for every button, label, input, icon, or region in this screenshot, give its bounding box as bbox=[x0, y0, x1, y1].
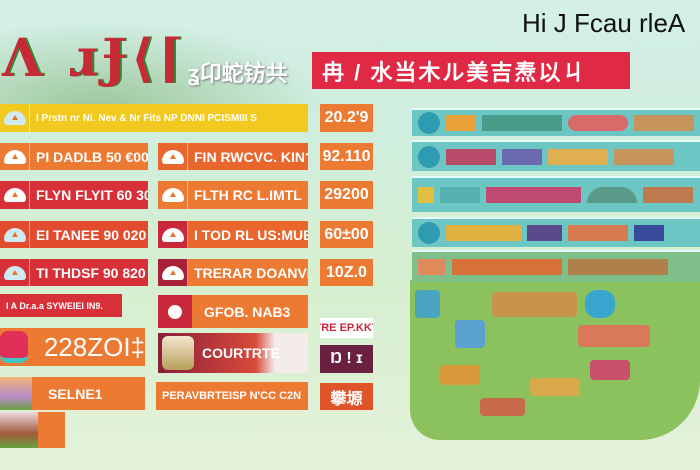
map-landmark bbox=[492, 292, 577, 317]
mountain-backdrop bbox=[0, 20, 330, 110]
map-landmark bbox=[590, 360, 630, 380]
lantern-icon bbox=[0, 331, 28, 363]
row-label: EI TANEE 90 020 bbox=[36, 226, 147, 243]
building-icon bbox=[527, 225, 562, 241]
info-row-4-middle: I TOD RL US:MUEL bbox=[158, 221, 308, 248]
roller-coaster-icon bbox=[568, 115, 628, 131]
row-label: PI DADLB 50 €00 bbox=[36, 148, 148, 165]
map-strip-4 bbox=[412, 217, 700, 247]
village-card bbox=[0, 412, 65, 448]
blossom-image bbox=[0, 377, 32, 410]
building-icon bbox=[486, 187, 581, 203]
stylized-title: Λ ɹɈ⟨⌈ bbox=[2, 28, 188, 89]
red-banner: 冉 / 水当木ル美吉焘以ㄐ bbox=[312, 52, 630, 89]
info-card-gfob: GFOB. NAB3 bbox=[158, 295, 308, 328]
building-icon bbox=[548, 148, 608, 165]
building-icon bbox=[568, 225, 628, 241]
map-strip-5 bbox=[412, 250, 700, 282]
info-row-3-left: FLYN FLYIT 60 300 bbox=[0, 181, 148, 209]
building-icon bbox=[568, 259, 668, 275]
dome-icon bbox=[158, 181, 188, 209]
red-strip: I A Dr.a.a SYWEIEI IN9. bbox=[0, 294, 122, 317]
globe-icon bbox=[418, 145, 440, 168]
temple-image bbox=[162, 336, 194, 370]
pagoda-icon bbox=[634, 225, 664, 241]
card-label: SELNE1 bbox=[48, 385, 103, 402]
map-strip-2 bbox=[412, 140, 700, 171]
dome-icon bbox=[0, 143, 30, 170]
globe-icon bbox=[418, 112, 440, 134]
building-icon bbox=[502, 148, 542, 165]
big-number: 228ZOI‡ bbox=[43, 331, 145, 362]
info-row-5-middle: TRERAR DOANVN bbox=[158, 259, 308, 286]
row-value: Ŋ ! ɪ bbox=[320, 345, 373, 373]
mountain-icon bbox=[0, 259, 30, 286]
row-label: TRERAR DOANVN bbox=[194, 264, 308, 281]
row-value: 29200 bbox=[320, 181, 373, 209]
row-value: 20.2'9 bbox=[320, 104, 373, 132]
row-value: 攀塬 bbox=[320, 383, 373, 410]
brand-text: Hi J Fcau rleA bbox=[522, 8, 686, 38]
row-label: TI THDSF 90 820 bbox=[36, 264, 146, 281]
row-value: 10Z.0 bbox=[320, 259, 373, 286]
card-label: COURTRTE bbox=[202, 345, 280, 361]
row-value: 92.110 bbox=[320, 143, 373, 170]
mountain-icon bbox=[0, 104, 30, 132]
ship-icon bbox=[418, 259, 446, 275]
globe-icon bbox=[418, 222, 440, 244]
building-icon bbox=[446, 148, 496, 165]
map-landmark bbox=[530, 378, 580, 396]
map-landmark bbox=[415, 290, 440, 318]
village-image bbox=[0, 412, 38, 448]
map-landmark bbox=[440, 365, 480, 385]
map-lake bbox=[585, 290, 615, 318]
bridge-icon bbox=[440, 187, 480, 203]
info-card-courtrte: COURTRTE bbox=[158, 333, 308, 373]
row-value: TRE EP.KKT bbox=[320, 318, 373, 338]
pagoda-icon bbox=[446, 115, 476, 131]
building-icon bbox=[482, 115, 562, 131]
info-card-selne: SELNE1 bbox=[0, 377, 145, 410]
map-strip-1 bbox=[412, 108, 700, 136]
dome-icon bbox=[158, 221, 188, 248]
subtitle: ʓ卬蛇钫共 bbox=[188, 61, 288, 86]
tower-icon bbox=[418, 187, 434, 203]
circle-icon bbox=[158, 295, 192, 328]
info-row-5-left: TI THDSF 90 820 bbox=[0, 259, 148, 286]
dome-building-icon bbox=[587, 187, 637, 203]
row-label: I Prstn nr Ni. Nev & Nr Fits NP DNNI PCI… bbox=[36, 112, 257, 124]
info-row-2-left: PI DADLB 50 €00 bbox=[0, 143, 148, 170]
building-icon bbox=[446, 225, 521, 241]
dome-icon bbox=[0, 181, 30, 209]
row-label: I TOD RL US:MUEL bbox=[194, 226, 308, 243]
info-row-3-middle: FLTH RC L.IMTL bbox=[158, 181, 308, 209]
building-icon bbox=[614, 148, 674, 165]
big-number-card: 228ZOI‡ bbox=[0, 328, 145, 366]
info-row-4-left: EI TANEE 90 020 bbox=[0, 221, 148, 248]
dome-icon bbox=[158, 259, 188, 286]
map-landmark bbox=[480, 398, 525, 416]
map-landmark bbox=[578, 325, 650, 347]
mountain-icon bbox=[0, 221, 30, 248]
row-value: 60±00 bbox=[320, 221, 373, 248]
map-landmark bbox=[455, 320, 485, 348]
building-icon bbox=[634, 115, 694, 131]
row-label: FIN RWCVC. KIN? bbox=[194, 148, 308, 165]
map-strip-3 bbox=[412, 176, 700, 212]
building-icon bbox=[452, 259, 562, 275]
dome-icon bbox=[158, 143, 188, 170]
card-label: GFOB. NAB3 bbox=[204, 303, 291, 320]
info-card-peravbrteisp: PERAVBRTEISP N'CC C2N bbox=[156, 382, 308, 410]
info-row-2-middle: FIN RWCVC. KIN? bbox=[158, 143, 308, 170]
info-row-1: I Prstn nr Ni. Nev & Nr Fits NP DNNI PCI… bbox=[0, 104, 308, 132]
building-icon bbox=[643, 187, 693, 203]
row-label: FLYN FLYIT 60 300 bbox=[36, 187, 148, 203]
row-label: FLTH RC L.IMTL bbox=[194, 187, 302, 203]
